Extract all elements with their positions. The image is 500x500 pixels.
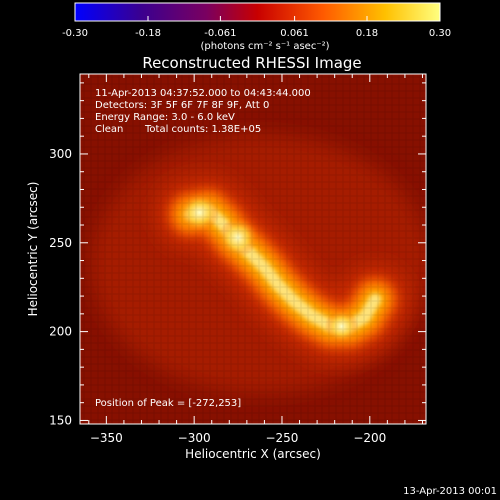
image-plot bbox=[80, 74, 426, 424]
observation-info: 11-Apr-2013 04:37:52.000 to 04:43:44.000… bbox=[95, 88, 311, 135]
colorbar-tick-label: 0.061 bbox=[280, 28, 309, 39]
total-counts: Total counts: 1.38E+05 bbox=[144, 124, 261, 135]
peak-position: Position of Peak = [-272,253] bbox=[95, 398, 241, 409]
y-tick-label: 150 bbox=[49, 413, 72, 427]
x-tick-label: −250 bbox=[265, 431, 298, 445]
x-tick-label: −300 bbox=[178, 431, 211, 445]
y-tick-label: 200 bbox=[49, 325, 72, 339]
colorbar-units-label: (photons cm⁻² s⁻¹ asec⁻²) bbox=[200, 41, 329, 52]
colorbar-tick-label: -0.18 bbox=[135, 28, 161, 39]
y-tick-label: 250 bbox=[49, 236, 72, 250]
colorbar-gradient bbox=[74, 2, 441, 22]
colorbar: -0.30 -0.18 -0.061 0.061 0.18 0.30 (photons c… bbox=[62, 2, 451, 52]
algorithm: Clean bbox=[95, 124, 123, 135]
colorbar-tick-label: 0.30 bbox=[429, 28, 451, 39]
x-tick-label: −350 bbox=[90, 431, 123, 445]
footer-timestamp: 13-Apr-2013 00:01 bbox=[403, 486, 497, 497]
colorbar-tick-label: -0.30 bbox=[62, 28, 88, 39]
x-axis-label: Heliocentric X (arcsec) bbox=[185, 447, 321, 461]
x-tick-label: −200 bbox=[353, 431, 386, 445]
y-axis-label: Heliocentric Y (arcsec) bbox=[26, 182, 40, 317]
plot-frame bbox=[79, 73, 427, 425]
y-tick-label: 300 bbox=[49, 147, 72, 161]
image-title: Reconstructed RHESSI Image bbox=[142, 54, 361, 72]
time-range: 11-Apr-2013 04:37:52.000 to 04:43:44.000 bbox=[95, 88, 311, 99]
energy-range: Energy Range: 3.0 - 6.0 keV bbox=[95, 112, 235, 123]
y-axis: 150 200 250 300 bbox=[49, 82, 426, 427]
x-axis: −350 −300 −250 −200 bbox=[88, 74, 423, 445]
colorbar-tick-label: -0.061 bbox=[204, 28, 236, 39]
detectors: Detectors: 3F 5F 6F 7F 8F 9F, Att 0 bbox=[95, 100, 269, 111]
colorbar-tick-label: 0.18 bbox=[356, 28, 378, 39]
colorbar-ticks: -0.30 -0.18 -0.061 0.061 0.18 0.30 bbox=[62, 16, 451, 39]
pixel-grid bbox=[80, 74, 426, 424]
